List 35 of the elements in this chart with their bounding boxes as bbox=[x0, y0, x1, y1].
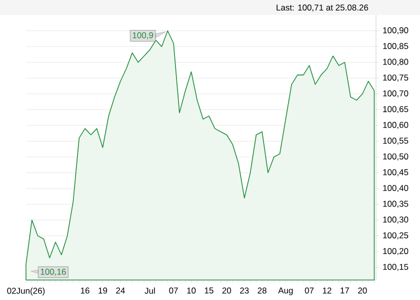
y-tick-label: 100,75 bbox=[383, 74, 408, 82]
y-tick-label: 100,90 bbox=[383, 27, 408, 34]
x-tick-label: 19 bbox=[98, 288, 108, 294]
y-tick-label: 100,85 bbox=[383, 43, 408, 50]
y-tick-label: 100,40 bbox=[383, 185, 408, 192]
x-tick-label: 02Jun(26) bbox=[7, 288, 45, 296]
y-tick-label: 100,30 bbox=[383, 216, 408, 224]
x-tick-label: 15 bbox=[204, 288, 214, 294]
y-tick-label: 100,60 bbox=[383, 122, 408, 129]
x-tick-label: Jul bbox=[144, 288, 155, 294]
x-tick-label: 12 bbox=[322, 288, 332, 294]
annotation: 100,16 bbox=[40, 268, 66, 276]
y-tick-label: 100,70 bbox=[383, 90, 408, 98]
y-tick-label: 100,45 bbox=[383, 169, 408, 176]
x-tick-label: 17 bbox=[340, 288, 350, 294]
y-tick-label: 100,55 bbox=[383, 138, 408, 145]
x-tick-label: 07 bbox=[169, 288, 178, 294]
x-tick-label: 23 bbox=[240, 288, 249, 294]
y-tick-label: 100,20 bbox=[383, 248, 408, 256]
annotation: 100,9 bbox=[132, 32, 154, 40]
text: Last: 100,71 at 25.08.26 bbox=[276, 4, 368, 12]
y-tick-label: 100,65 bbox=[383, 106, 408, 114]
x-tick-label: 24 bbox=[116, 288, 125, 294]
y-tick-label: 100,15 bbox=[383, 264, 408, 271]
y-tick-label: 100,35 bbox=[383, 200, 408, 208]
x-tick-label: 20 bbox=[222, 288, 232, 294]
x-tick-label: 10 bbox=[187, 288, 196, 294]
x-tick-label: 16 bbox=[80, 288, 90, 294]
x-tick-label: 28 bbox=[258, 288, 266, 294]
y-tick-label: 100,80 bbox=[383, 58, 408, 66]
x-tick-label: 20 bbox=[358, 288, 367, 294]
x-tick-label: 07 bbox=[304, 288, 314, 294]
y-tick-label: 100,25 bbox=[383, 232, 408, 240]
y-tick-label: 100,50 bbox=[383, 153, 408, 160]
x-tick-label: Aug bbox=[278, 288, 293, 296]
